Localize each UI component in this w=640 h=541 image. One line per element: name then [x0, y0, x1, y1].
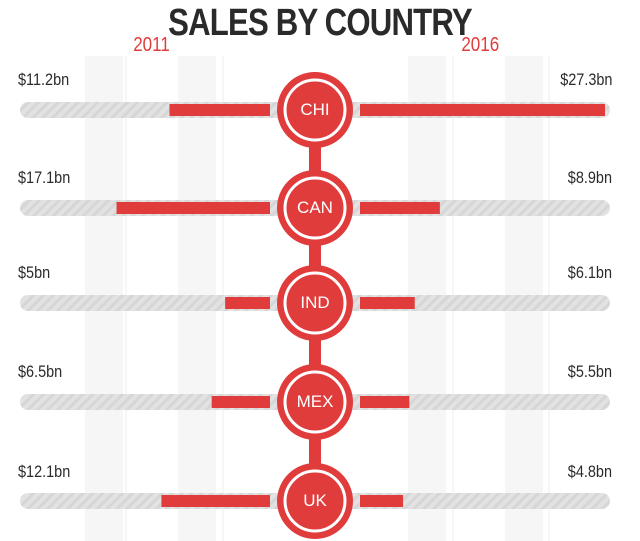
bar-2016-uk: [360, 495, 404, 507]
bar-2016-mex: [360, 396, 410, 408]
value-label-right-1: $8.9bn: [567, 168, 612, 187]
country-badge-ring: [283, 78, 347, 142]
bar-2011-chi: [169, 104, 270, 116]
country-badge-outer: [277, 364, 353, 440]
value-label-left-0: $11.2bn: [18, 70, 70, 89]
country-label-0: CHI: [300, 100, 330, 119]
country-badge-outer: [277, 170, 353, 246]
bar-2011-mex: [211, 396, 270, 408]
country-label-3: MEX: [296, 392, 334, 411]
bar-2016-ind: [360, 297, 415, 309]
bar-2016-can: [360, 202, 440, 214]
value-label-left-3: $6.5bn: [18, 362, 63, 381]
bar-2011-can: [116, 202, 271, 214]
country-badge-outer: [277, 463, 353, 539]
value-label-right-3: $5.5bn: [567, 362, 612, 381]
chart-title: SALES BY COUNTRY: [168, 2, 473, 44]
bar-2016-chi: [360, 104, 605, 116]
bar-2011-uk: [161, 495, 270, 507]
value-label-right-0: $27.3bn: [559, 70, 612, 89]
legend-year-left: 2011: [133, 34, 170, 56]
country-label-4: UK: [303, 491, 327, 510]
value-label-left-2: $5bn: [18, 263, 51, 282]
country-badge-ring: [283, 370, 347, 434]
country-label-2: IND: [300, 293, 330, 312]
country-badge-outer: [277, 72, 353, 148]
country-badge-ring: [283, 176, 347, 240]
country-label-1: CAN: [297, 198, 333, 217]
legend-year-right: 2016: [461, 34, 500, 56]
country-badge-outer: [277, 265, 353, 341]
value-label-right-4: $4.8bn: [567, 462, 612, 481]
bar-2011-ind: [225, 297, 270, 309]
country-badge-ring: [283, 469, 347, 533]
value-label-right-2: $6.1bn: [567, 263, 612, 282]
value-label-left-1: $17.1bn: [18, 168, 71, 187]
value-label-left-4: $12.1bn: [18, 462, 71, 481]
country-badge-ring: [283, 271, 347, 335]
